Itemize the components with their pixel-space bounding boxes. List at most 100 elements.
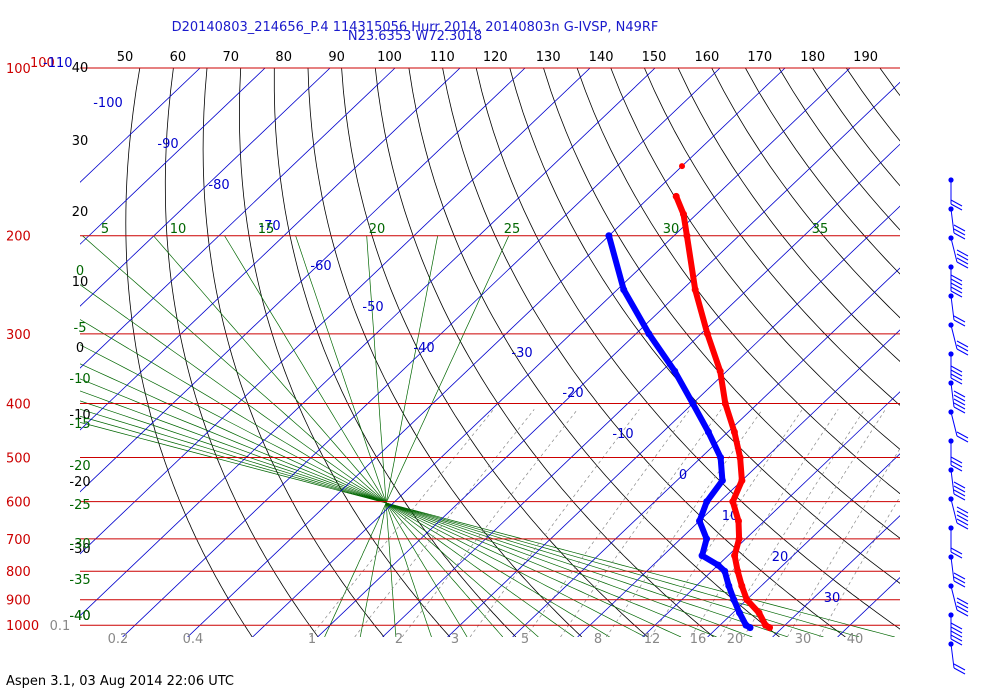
dewpoint-profile-point [704, 428, 712, 436]
dewpoint-profile-point [714, 561, 722, 569]
dry-adiabat [202, 68, 385, 637]
temperature-profile-point [691, 286, 699, 294]
temperature-profile-point [672, 192, 680, 200]
wind-barb-feather [956, 597, 969, 605]
mixing-ratio-line [525, 409, 691, 637]
theta-e-label: 25 [504, 222, 521, 237]
pressure-label: 400 [6, 397, 31, 412]
top-axis-label: 180 [800, 50, 825, 65]
isotherm [187, 68, 786, 637]
wind-barb [948, 612, 963, 646]
mixing-ratio-label: 20 [727, 632, 744, 647]
wind-barb-feather [950, 290, 963, 298]
wind-barb-feather [950, 278, 963, 286]
wind-barb-feather [953, 493, 966, 501]
wind-barb-staff [950, 469, 955, 495]
mixing-ratio-line [690, 409, 839, 637]
height-label: -20 [69, 475, 90, 490]
wind-barb-feather [953, 390, 966, 398]
wind-barb [948, 177, 963, 211]
dewpoint-profile [605, 232, 754, 632]
temperature-profile-point [703, 330, 711, 338]
mixing-ratio-label: 30 [795, 632, 812, 647]
wind-barb [948, 438, 963, 472]
wind-barb-feather [950, 626, 963, 634]
pressure-label: 600 [6, 496, 31, 511]
height-label: 40 [72, 61, 89, 76]
wind-barb-feather [950, 547, 963, 555]
dewpoint-profile-point [703, 498, 711, 506]
theta-e-label: 15 [258, 222, 275, 237]
isotherm-label: 20 [772, 550, 789, 565]
pressure-label: 700 [6, 533, 31, 548]
dry-adiabat [812, 68, 900, 187]
wind-barb-staff [950, 643, 955, 669]
isotherm [317, 81, 900, 637]
top-axis-label: 100 [377, 50, 402, 65]
temperature-profile-point [730, 428, 738, 436]
isotherm [80, 68, 526, 493]
isotherm-label: -30 [511, 346, 532, 361]
wind-barb-staff [950, 237, 958, 263]
top-left-label: -110 [43, 56, 73, 71]
wind-barb-feather [956, 601, 969, 609]
isotherm-label: -80 [208, 178, 229, 193]
wind-barb-feather [953, 667, 966, 675]
dry-adiabat [475, 68, 900, 630]
isotherm-label: 30 [824, 591, 841, 606]
top-axis-label: 50 [117, 50, 134, 65]
wind-barb-feather [956, 609, 969, 617]
isotherm-label: -40 [413, 341, 434, 356]
temperature-profile-point [716, 367, 724, 375]
moist-adiabat-label: -15 [69, 417, 90, 432]
wind-barb-feather [956, 435, 969, 443]
temperature-profile [672, 192, 773, 632]
wind-barb-feather [953, 572, 966, 580]
temperature-profile-point [736, 454, 744, 461]
wind-barb [948, 351, 963, 385]
chart-title: D20140803_214656_P.4 114315056 Hurr 2014… [171, 20, 659, 35]
isotherm [80, 68, 266, 245]
top-axis-label: 120 [483, 50, 508, 65]
top-axis-label: 190 [853, 50, 878, 65]
wind-barb-feather [950, 373, 963, 381]
temperature-profile-point [731, 552, 739, 560]
height-label: 20 [72, 205, 89, 220]
mixing-ratio-label: 0.2 [108, 632, 129, 647]
temperature-profile-point [729, 498, 737, 506]
wind-barb-staff [950, 208, 955, 234]
temperature-profile-point [755, 609, 763, 617]
top-axis-label: 170 [747, 50, 772, 65]
height-label: -10 [69, 408, 90, 423]
dewpoint-profile-point [698, 552, 706, 560]
top-axis-label: 80 [275, 50, 292, 65]
mixing-ratio-label: 1 [308, 632, 316, 647]
wind-barb-staff [950, 585, 958, 611]
wind-barb-feather [950, 365, 963, 373]
isotherm [122, 68, 721, 637]
wind-barb-feather [950, 274, 963, 282]
wind-barb-feather [950, 369, 963, 377]
isotherm-label: -90 [157, 137, 178, 152]
moist-adiabat [80, 319, 610, 637]
pressure-label: 1000 [6, 619, 39, 634]
mixing-ratio-line [560, 409, 722, 637]
dry-adiabat [509, 68, 900, 584]
theta-e-label: 35 [812, 222, 829, 237]
isotherm-label: -70 [259, 219, 280, 234]
theta-e-label: 30 [663, 222, 680, 237]
isotherm [512, 267, 900, 637]
wind-barb-feather [953, 402, 966, 410]
temperature-profile-point [743, 596, 751, 604]
wind-barb [948, 264, 963, 298]
pressure-label: 500 [6, 451, 31, 466]
moist-adiabat [80, 421, 895, 637]
dry-adiabat [981, 68, 1000, 637]
mixing-ratio-label: 12 [644, 632, 661, 647]
wind-barb-feather [953, 315, 966, 323]
wind-barb-feather [956, 518, 969, 526]
temperature-profile-point [766, 624, 773, 632]
dewpoint-profile-point [736, 609, 743, 617]
wind-barb-staff [950, 324, 958, 350]
